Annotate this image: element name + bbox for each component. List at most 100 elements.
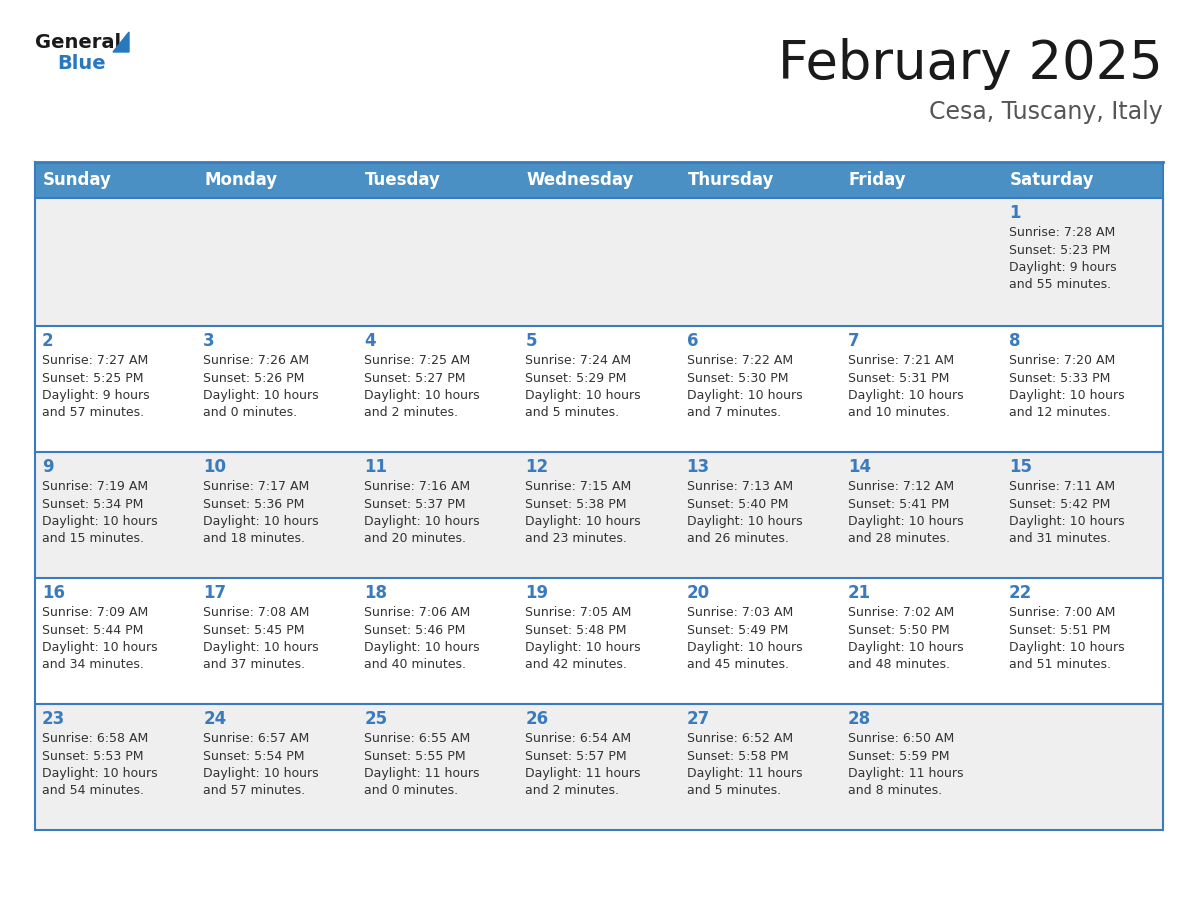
Text: Daylight: 10 hours: Daylight: 10 hours bbox=[525, 641, 642, 654]
Text: 24: 24 bbox=[203, 710, 227, 728]
Text: and 34 minutes.: and 34 minutes. bbox=[42, 658, 144, 671]
Text: 19: 19 bbox=[525, 584, 549, 602]
Bar bbox=[358, 198, 518, 326]
Text: and 0 minutes.: and 0 minutes. bbox=[365, 785, 459, 798]
Bar bbox=[1001, 578, 1163, 704]
Text: Sunrise: 7:11 AM: Sunrise: 7:11 AM bbox=[1009, 480, 1116, 493]
Text: 23: 23 bbox=[42, 710, 65, 728]
Text: Sunrise: 7:03 AM: Sunrise: 7:03 AM bbox=[687, 606, 792, 619]
Text: and 10 minutes.: and 10 minutes. bbox=[848, 407, 949, 420]
Text: Sunrise: 7:20 AM: Sunrise: 7:20 AM bbox=[1009, 354, 1116, 367]
Bar bbox=[1001, 704, 1163, 830]
Text: February 2025: February 2025 bbox=[778, 38, 1163, 90]
Text: 7: 7 bbox=[848, 332, 859, 350]
Text: Daylight: 10 hours: Daylight: 10 hours bbox=[42, 641, 158, 654]
Text: 2: 2 bbox=[42, 332, 53, 350]
Text: Sunrise: 7:21 AM: Sunrise: 7:21 AM bbox=[848, 354, 954, 367]
Text: 10: 10 bbox=[203, 458, 226, 476]
Text: 18: 18 bbox=[365, 584, 387, 602]
Text: and 12 minutes.: and 12 minutes. bbox=[1009, 407, 1111, 420]
Text: and 26 minutes.: and 26 minutes. bbox=[687, 532, 789, 545]
Bar bbox=[518, 578, 680, 704]
Text: Sunrise: 7:02 AM: Sunrise: 7:02 AM bbox=[848, 606, 954, 619]
Text: Sunset: 5:26 PM: Sunset: 5:26 PM bbox=[203, 372, 304, 385]
Bar bbox=[34, 162, 196, 198]
Bar bbox=[196, 326, 358, 452]
Bar bbox=[518, 326, 680, 452]
Bar bbox=[358, 162, 518, 198]
Text: 6: 6 bbox=[687, 332, 699, 350]
Text: Sunrise: 7:16 AM: Sunrise: 7:16 AM bbox=[365, 480, 470, 493]
Text: 17: 17 bbox=[203, 584, 226, 602]
Text: 5: 5 bbox=[525, 332, 537, 350]
Text: Sunrise: 6:54 AM: Sunrise: 6:54 AM bbox=[525, 732, 632, 745]
Text: Sunrise: 6:52 AM: Sunrise: 6:52 AM bbox=[687, 732, 792, 745]
Text: Daylight: 10 hours: Daylight: 10 hours bbox=[848, 515, 963, 528]
Text: and 37 minutes.: and 37 minutes. bbox=[203, 658, 305, 671]
Text: Sunrise: 7:12 AM: Sunrise: 7:12 AM bbox=[848, 480, 954, 493]
Text: and 5 minutes.: and 5 minutes. bbox=[525, 407, 620, 420]
Bar bbox=[680, 326, 841, 452]
Text: Sunrise: 6:58 AM: Sunrise: 6:58 AM bbox=[42, 732, 148, 745]
Text: Sunset: 5:51 PM: Sunset: 5:51 PM bbox=[1009, 623, 1111, 636]
Text: Thursday: Thursday bbox=[688, 171, 773, 189]
Text: and 57 minutes.: and 57 minutes. bbox=[42, 407, 144, 420]
Text: Monday: Monday bbox=[204, 171, 277, 189]
Text: Sunset: 5:30 PM: Sunset: 5:30 PM bbox=[687, 372, 788, 385]
Text: Sunrise: 7:26 AM: Sunrise: 7:26 AM bbox=[203, 354, 309, 367]
Text: Sunset: 5:50 PM: Sunset: 5:50 PM bbox=[848, 623, 949, 636]
Text: Sunset: 5:44 PM: Sunset: 5:44 PM bbox=[42, 623, 144, 636]
Bar bbox=[34, 452, 196, 578]
Text: Sunset: 5:25 PM: Sunset: 5:25 PM bbox=[42, 372, 144, 385]
Text: Daylight: 11 hours: Daylight: 11 hours bbox=[848, 767, 963, 780]
Bar bbox=[196, 578, 358, 704]
Text: Sunrise: 7:13 AM: Sunrise: 7:13 AM bbox=[687, 480, 792, 493]
Text: Sunset: 5:55 PM: Sunset: 5:55 PM bbox=[365, 749, 466, 763]
Text: Sunset: 5:38 PM: Sunset: 5:38 PM bbox=[525, 498, 627, 510]
Bar bbox=[1001, 452, 1163, 578]
Text: and 2 minutes.: and 2 minutes. bbox=[525, 785, 619, 798]
Text: Daylight: 10 hours: Daylight: 10 hours bbox=[203, 641, 318, 654]
Bar bbox=[358, 452, 518, 578]
Text: 9: 9 bbox=[42, 458, 53, 476]
Text: Sunset: 5:40 PM: Sunset: 5:40 PM bbox=[687, 498, 788, 510]
Text: Sunset: 5:53 PM: Sunset: 5:53 PM bbox=[42, 749, 144, 763]
Bar bbox=[680, 578, 841, 704]
Bar bbox=[34, 326, 196, 452]
Bar bbox=[841, 198, 1001, 326]
Text: Sunrise: 7:24 AM: Sunrise: 7:24 AM bbox=[525, 354, 632, 367]
Text: Daylight: 10 hours: Daylight: 10 hours bbox=[1009, 389, 1125, 402]
Text: 8: 8 bbox=[1009, 332, 1020, 350]
Text: 4: 4 bbox=[365, 332, 375, 350]
Bar bbox=[680, 704, 841, 830]
Text: Daylight: 10 hours: Daylight: 10 hours bbox=[42, 515, 158, 528]
Text: Sunrise: 7:19 AM: Sunrise: 7:19 AM bbox=[42, 480, 148, 493]
Text: Sunset: 5:42 PM: Sunset: 5:42 PM bbox=[1009, 498, 1111, 510]
Text: Daylight: 10 hours: Daylight: 10 hours bbox=[203, 515, 318, 528]
Text: Sunset: 5:23 PM: Sunset: 5:23 PM bbox=[1009, 243, 1111, 256]
Text: 27: 27 bbox=[687, 710, 709, 728]
Text: 25: 25 bbox=[365, 710, 387, 728]
Bar bbox=[841, 326, 1001, 452]
Text: Sunrise: 7:22 AM: Sunrise: 7:22 AM bbox=[687, 354, 792, 367]
Text: Sunset: 5:27 PM: Sunset: 5:27 PM bbox=[365, 372, 466, 385]
Text: Sunrise: 7:09 AM: Sunrise: 7:09 AM bbox=[42, 606, 148, 619]
Text: Sunset: 5:41 PM: Sunset: 5:41 PM bbox=[848, 498, 949, 510]
Text: 26: 26 bbox=[525, 710, 549, 728]
Text: Daylight: 9 hours: Daylight: 9 hours bbox=[42, 389, 150, 402]
Text: 21: 21 bbox=[848, 584, 871, 602]
Text: Daylight: 10 hours: Daylight: 10 hours bbox=[203, 389, 318, 402]
Text: 11: 11 bbox=[365, 458, 387, 476]
Text: Sunrise: 6:50 AM: Sunrise: 6:50 AM bbox=[848, 732, 954, 745]
Text: 28: 28 bbox=[848, 710, 871, 728]
Text: Tuesday: Tuesday bbox=[365, 171, 441, 189]
Text: and 28 minutes.: and 28 minutes. bbox=[848, 532, 949, 545]
Text: Sunset: 5:36 PM: Sunset: 5:36 PM bbox=[203, 498, 304, 510]
Text: Sunset: 5:45 PM: Sunset: 5:45 PM bbox=[203, 623, 304, 636]
Text: Daylight: 10 hours: Daylight: 10 hours bbox=[42, 767, 158, 780]
Bar bbox=[358, 326, 518, 452]
Text: and 45 minutes.: and 45 minutes. bbox=[687, 658, 789, 671]
Text: Sunrise: 7:17 AM: Sunrise: 7:17 AM bbox=[203, 480, 309, 493]
Bar bbox=[841, 704, 1001, 830]
Bar bbox=[841, 578, 1001, 704]
